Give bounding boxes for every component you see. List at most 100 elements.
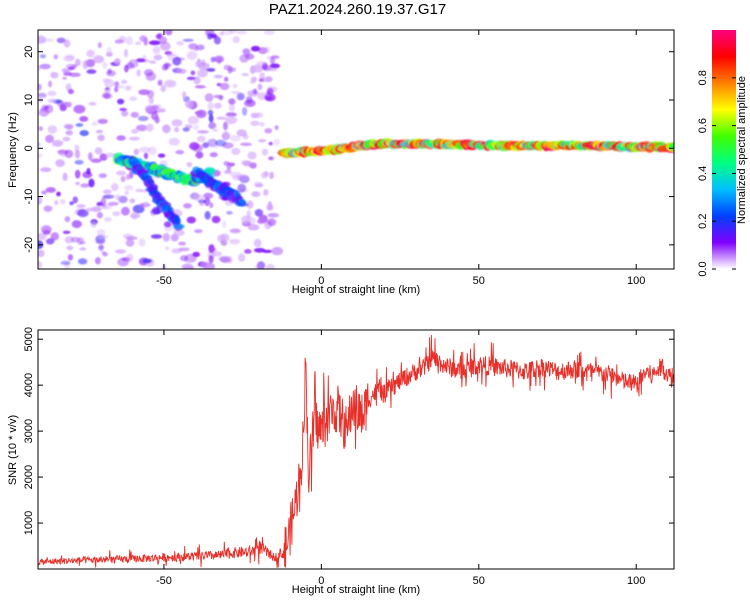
spectrogram-noise-blob (97, 134, 105, 142)
spectrogram-noise-blob (53, 54, 59, 60)
spectrogram-noise-blob (86, 49, 95, 58)
spectrogram-noise-blob (162, 232, 170, 242)
spectrogram-noise-blob (186, 76, 196, 81)
spectrogram-noise-blob (133, 149, 139, 155)
spectrogram-noise-blob (88, 178, 95, 188)
spectrogram-noise-blob (168, 137, 180, 146)
spectrogram-noise-blob (236, 129, 247, 137)
spectrogram-noise-blob (205, 68, 216, 72)
figure-title: PAZ1.2024.260.19.37.G17 (268, 1, 447, 18)
spectrogram-noise-blob (38, 233, 47, 240)
colorbar-tick-label: 0.8 (697, 70, 709, 85)
spectrogram-noise-blob (208, 114, 214, 123)
spectrogram-noise-blob (98, 235, 109, 239)
spectrogram-noise-blob (60, 199, 66, 205)
spectrogram-noise-blob (102, 252, 109, 257)
spectrogram-noise-blob (193, 124, 200, 131)
spectrogram-noise-blob (74, 58, 81, 67)
spectrogram-ticks: -50 0 50 100 -20 -10 0 10 20 (23, 30, 674, 287)
spectrogram-x-tick-label: -50 (156, 275, 172, 287)
spectrogram-noise-blob (62, 230, 71, 234)
spectrogram-noise-blob (95, 240, 106, 244)
spectrogram-feature-blob (238, 198, 246, 205)
spectrogram-panel: -50 0 50 100 -20 -10 0 10 20 Height of straight … (7, 29, 675, 296)
colorbar-tick-label: 0.4 (697, 166, 709, 181)
spectrogram-noise-blob (131, 211, 138, 220)
spectrogram-noise-blob (152, 46, 161, 54)
spectrogram-noise-blob (125, 236, 138, 240)
spectrogram-frame (37, 29, 675, 270)
spectrogram-feature-blob (167, 207, 174, 215)
spectrogram-noise-blob (261, 148, 268, 156)
spectrogram-noise-blob (204, 211, 211, 220)
spectrogram-noise-blob (143, 201, 149, 208)
spectrogram-noise-blob (136, 69, 141, 77)
spectrogram-noise-blob (158, 36, 168, 44)
snr-x-tick-label: 100 (627, 575, 645, 587)
spectrogram-noise-blob (42, 38, 54, 42)
spectrogram-noise-blob (265, 96, 274, 101)
spectrogram-noise-blob (229, 134, 241, 142)
spectrogram-noise-blob (196, 44, 205, 51)
spectrogram-noise-blob (224, 76, 229, 82)
colorbar-gradient (712, 30, 736, 269)
spectrogram-noise-blob (183, 203, 192, 209)
spectrogram-feature-layer (113, 138, 674, 231)
colorbar-label: Normalized spectral amplitude (736, 76, 748, 224)
spectrogram-noise-blob (97, 118, 108, 124)
spectrogram-noise-blob (39, 63, 51, 70)
spectrogram-noise-blob (253, 181, 263, 187)
spectrogram-noise-blob (125, 36, 133, 45)
spectrogram-noise-blob (271, 246, 284, 256)
spectrogram-noise-blob (212, 128, 218, 132)
spectrogram-noise-blob (114, 58, 121, 65)
spectrogram-noise-blob (71, 64, 77, 69)
spectrogram-noise-blob (70, 236, 80, 243)
spectrogram-noise-blob (208, 255, 214, 264)
spectrogram-noise-blob (138, 238, 146, 247)
spectrogram-y-tick-label: 20 (23, 46, 35, 58)
spectrogram-noise-blob (250, 45, 261, 52)
spectrogram-noise-blob (203, 192, 214, 199)
spectrogram-noise-blob (267, 67, 278, 72)
spectrogram-noise-blob (238, 253, 246, 262)
spectrogram-noise-blob (82, 60, 89, 70)
snr-x-tick-label: 50 (473, 575, 485, 587)
spectrogram-noise-blob (194, 85, 206, 89)
spectrogram-noise-blob (212, 251, 222, 257)
spectrogram-noise-blob (38, 92, 47, 98)
spectrogram-noise-blob (118, 195, 128, 204)
spectrogram-noise-blob (176, 41, 185, 46)
spectrogram-noise-blob (247, 224, 260, 231)
spectrogram-noise-blob (88, 102, 97, 106)
spectrogram-noise-blob (90, 158, 102, 163)
spectrogram-noise-blob (107, 201, 119, 206)
spectrogram-noise-blob (102, 189, 112, 195)
spectrogram-noise-blob (267, 218, 277, 227)
spectrogram-noise-blob (230, 171, 242, 178)
snr-y-axis-label: SNR (10 * v/v) (7, 415, 19, 485)
spectrogram-noise-blob (263, 189, 269, 196)
colorbar: 0.0 0.2 0.4 0.6 0.8 Normalized spectral ampl… (697, 30, 748, 277)
spectrogram-noise-blob (250, 76, 258, 83)
spectrogram-noise-blob (175, 150, 184, 155)
spectrogram-noise-blob (160, 41, 171, 51)
spectrogram-noise-blob (157, 153, 166, 158)
spectrogram-noise-blob (144, 116, 150, 121)
spectrogram-noise-blob (102, 194, 115, 199)
spectrogram-noise-blob (38, 35, 46, 44)
spectrogram-noise-blob (186, 51, 198, 60)
spectrogram-noise-blob (209, 152, 218, 158)
spectrogram-noise-blob (79, 241, 86, 245)
spectrogram-noise-blob (45, 187, 56, 193)
spectrogram-noise-blob (266, 204, 274, 211)
spectrogram-noise-blob (65, 83, 72, 92)
spectrogram-noise-blob (52, 142, 63, 148)
spectrogram-noise-blob (41, 190, 48, 195)
spectrogram-noise-blob (135, 58, 146, 63)
spectrogram-noise-blob (45, 238, 55, 245)
spectrogram-noise-blob (62, 172, 68, 181)
spectrogram-noise-blob (163, 221, 172, 228)
spectrogram-noise-blob (186, 216, 196, 224)
spectrogram-noise-blob (184, 99, 194, 109)
